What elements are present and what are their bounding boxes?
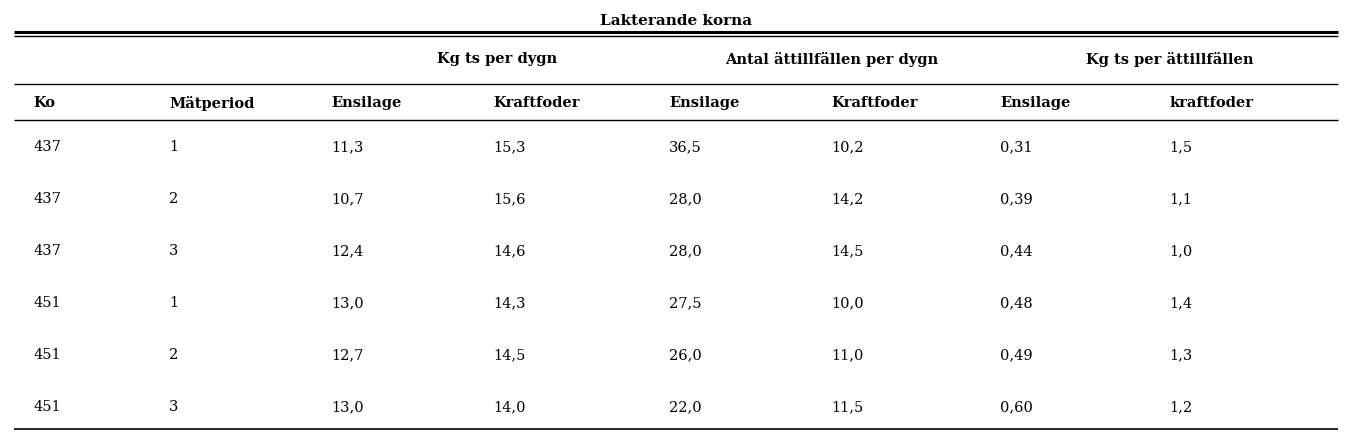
Text: 451: 451 [34, 348, 61, 362]
Text: Ensilage: Ensilage [669, 96, 740, 110]
Text: 0,44: 0,44 [1000, 244, 1033, 258]
Text: 15,6: 15,6 [493, 192, 526, 206]
Text: Antal ättillfällen per dygn: Antal ättillfällen per dygn [725, 52, 938, 67]
Text: Kraftfoder: Kraftfoder [493, 96, 580, 110]
Text: 13,0: 13,0 [331, 296, 364, 310]
Text: 26,0: 26,0 [669, 348, 702, 362]
Text: 36,5: 36,5 [669, 140, 702, 154]
Text: 0,39: 0,39 [1000, 192, 1033, 206]
Text: 437: 437 [34, 244, 62, 258]
Text: 11,0: 11,0 [831, 348, 864, 362]
Text: kraftfoder: kraftfoder [1169, 96, 1253, 110]
Text: Mätperiod: Mätperiod [169, 96, 254, 111]
Text: 11,5: 11,5 [831, 400, 864, 414]
Text: 0,31: 0,31 [1000, 140, 1033, 154]
Text: 10,2: 10,2 [831, 140, 864, 154]
Text: 451: 451 [34, 296, 61, 310]
Text: 10,7: 10,7 [331, 192, 364, 206]
Text: 14,2: 14,2 [831, 192, 864, 206]
Text: 451: 451 [34, 400, 61, 414]
Text: 14,5: 14,5 [493, 348, 526, 362]
Text: 1,2: 1,2 [1169, 400, 1192, 414]
Text: Kraftfoder: Kraftfoder [831, 96, 918, 110]
Text: 0,60: 0,60 [1000, 400, 1033, 414]
Text: Kg ts per dygn: Kg ts per dygn [437, 52, 557, 66]
Text: 15,3: 15,3 [493, 140, 526, 154]
Text: 1: 1 [169, 296, 178, 310]
Text: Ensilage: Ensilage [1000, 96, 1071, 110]
Text: 14,6: 14,6 [493, 244, 526, 258]
Text: 22,0: 22,0 [669, 400, 702, 414]
Text: 3: 3 [169, 400, 178, 414]
Text: 14,3: 14,3 [493, 296, 526, 310]
Text: 11,3: 11,3 [331, 140, 364, 154]
Text: 437: 437 [34, 192, 62, 206]
Text: Ensilage: Ensilage [331, 96, 402, 110]
Text: Lakterande korna: Lakterande korna [600, 14, 752, 28]
Text: 27,5: 27,5 [669, 296, 702, 310]
Text: 1: 1 [169, 140, 178, 154]
Text: 1,5: 1,5 [1169, 140, 1192, 154]
Text: 2: 2 [169, 348, 178, 362]
Text: 1,4: 1,4 [1169, 296, 1192, 310]
Text: Ko: Ko [34, 96, 55, 110]
Text: 28,0: 28,0 [669, 192, 702, 206]
Text: 13,0: 13,0 [331, 400, 364, 414]
Text: 14,0: 14,0 [493, 400, 526, 414]
Text: 1,0: 1,0 [1169, 244, 1192, 258]
Text: 0,49: 0,49 [1000, 348, 1033, 362]
Text: 1,1: 1,1 [1169, 192, 1192, 206]
Text: 0,48: 0,48 [1000, 296, 1033, 310]
Text: 2: 2 [169, 192, 178, 206]
Text: 437: 437 [34, 140, 62, 154]
Text: 28,0: 28,0 [669, 244, 702, 258]
Text: 1,3: 1,3 [1169, 348, 1192, 362]
Text: 12,7: 12,7 [331, 348, 364, 362]
Text: 10,0: 10,0 [831, 296, 864, 310]
Text: 14,5: 14,5 [831, 244, 864, 258]
Text: 3: 3 [169, 244, 178, 258]
Text: 12,4: 12,4 [331, 244, 364, 258]
Text: Kg ts per ättillfällen: Kg ts per ättillfällen [1086, 52, 1253, 67]
